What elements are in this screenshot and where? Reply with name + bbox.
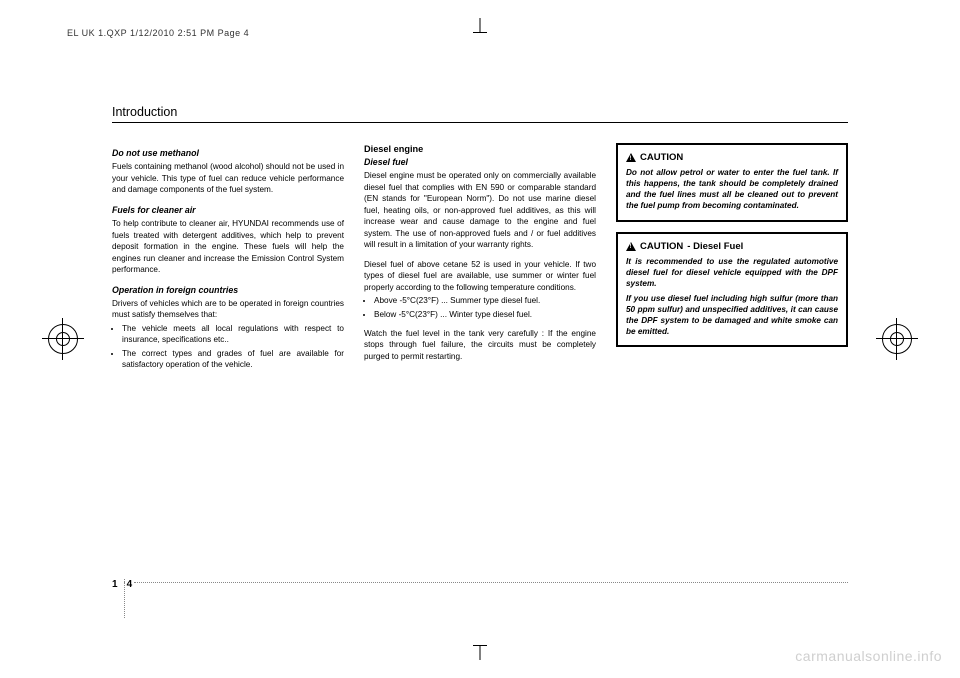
caution-body-2b: If you use diesel fuel including high su… bbox=[626, 293, 838, 337]
section-title: Introduction bbox=[112, 105, 848, 123]
column-3: CAUTION Do not allow petrol or water to … bbox=[616, 143, 848, 379]
para-cleaner-air: To help contribute to cleaner air, HYUND… bbox=[112, 218, 344, 275]
heading-cleaner-air: Fuels for cleaner air bbox=[112, 204, 344, 216]
list-foreign: The vehicle meets all local regulations … bbox=[112, 323, 344, 371]
list-item: The vehicle meets all local regulations … bbox=[122, 323, 344, 346]
crop-mark-top-h bbox=[473, 32, 487, 33]
column-1: Do not use methanol Fuels containing met… bbox=[112, 143, 344, 379]
caution-body-2a: It is recommended to use the regulated a… bbox=[626, 256, 838, 289]
heading-diesel-engine: Diesel engine bbox=[364, 143, 596, 156]
footer-dotted-line bbox=[134, 582, 848, 583]
crop-mark-bottom-v bbox=[480, 646, 481, 660]
page-number: 4 bbox=[127, 579, 133, 590]
list-item: Above -5°C(23°F) ... Summer type diesel … bbox=[374, 295, 596, 306]
caution-title-2: CAUTION - Diesel Fuel bbox=[626, 240, 838, 253]
para-foreign-intro: Drivers of vehicles which are to be oper… bbox=[112, 298, 344, 321]
warning-icon bbox=[626, 153, 636, 162]
heading-diesel-fuel: Diesel fuel bbox=[364, 156, 596, 168]
page-footer: 1 4 bbox=[112, 579, 132, 590]
warning-icon bbox=[626, 242, 636, 251]
caution-box-1: CAUTION Do not allow petrol or water to … bbox=[616, 143, 848, 222]
caution-title-1: CAUTION bbox=[626, 151, 838, 164]
para-diesel-2: Diesel fuel of above cetane 52 is used i… bbox=[364, 259, 596, 293]
para-methanol: Fuels containing methanol (wood alcohol)… bbox=[112, 161, 344, 195]
content-area: Introduction Do not use methanol Fuels c… bbox=[112, 105, 848, 578]
print-header: EL UK 1.QXP 1/12/2010 2:51 PM Page 4 bbox=[67, 28, 249, 38]
caution-body-1: Do not allow petrol or water to enter th… bbox=[626, 167, 838, 211]
list-item: Below -5°C(23°F) ... Winter type diesel … bbox=[374, 309, 596, 320]
heading-foreign: Operation in foreign countries bbox=[112, 284, 344, 296]
crop-mark-top-v bbox=[480, 18, 481, 32]
crop-mark-bottom-h bbox=[473, 645, 487, 646]
caution-label: CAUTION bbox=[640, 151, 683, 164]
list-item: The correct types and grades of fuel are… bbox=[122, 348, 344, 371]
columns: Do not use methanol Fuels containing met… bbox=[112, 143, 848, 379]
page: EL UK 1.QXP 1/12/2010 2:51 PM Page 4 Int… bbox=[0, 0, 960, 678]
registration-mark-left bbox=[48, 324, 78, 354]
chapter-number: 1 bbox=[112, 579, 125, 590]
column-2: Diesel engine Diesel fuel Diesel engine … bbox=[364, 143, 596, 379]
para-diesel-3: Watch the fuel level in the tank very ca… bbox=[364, 328, 596, 362]
heading-methanol: Do not use methanol bbox=[112, 147, 344, 159]
caution-label: CAUTION bbox=[640, 240, 683, 253]
caution-subtitle: - Diesel Fuel bbox=[687, 240, 743, 253]
list-diesel-temp: Above -5°C(23°F) ... Summer type diesel … bbox=[364, 295, 596, 320]
caution-box-2: CAUTION - Diesel Fuel It is recommended … bbox=[616, 232, 848, 348]
registration-mark-right bbox=[882, 324, 912, 354]
watermark: carmanualsonline.info bbox=[795, 648, 942, 664]
para-diesel-1: Diesel engine must be operated only on c… bbox=[364, 170, 596, 250]
